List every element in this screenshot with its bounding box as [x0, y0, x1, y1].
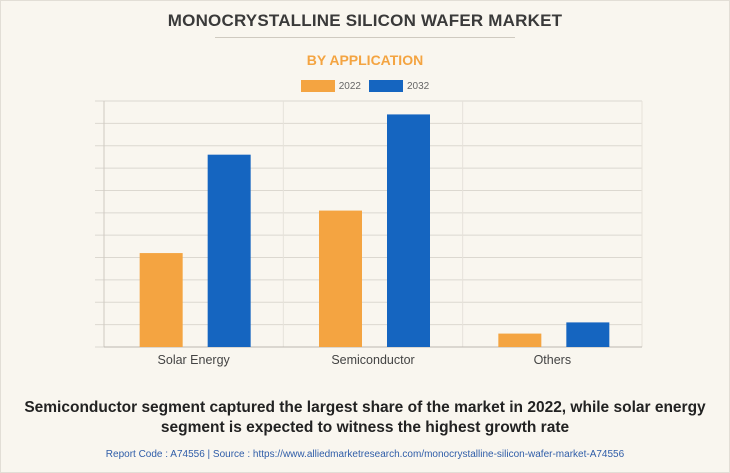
legend-item-2022[interactable]: 2022 [300, 80, 361, 92]
plot-area: Solar Energy Semiconductor Others [95, 100, 643, 367]
bar-semiconductor-2022 [319, 210, 362, 347]
legend-item-2032[interactable]: 2032 [369, 80, 429, 92]
title-divider [215, 37, 515, 38]
chart-title: MONOCRYSTALLINE SILICON WAFER MARKET [167, 11, 563, 30]
legend-label-2022: 2022 [338, 80, 361, 92]
source-footer: Report Code : A74556 | Source : https://… [105, 449, 625, 460]
x-tick-label: Semiconductor [331, 353, 414, 367]
bar-solar-energy-2032 [207, 154, 251, 347]
bar-semiconductor-2032 [387, 114, 430, 347]
legend-swatch-2032 [369, 80, 403, 92]
chart-subtitle: BY APPLICATION [306, 52, 424, 68]
legend-swatch-2022 [300, 80, 335, 92]
legend: 2022 2032 [0, 80, 730, 92]
bar-others-2022 [498, 333, 542, 347]
legend-label-2032: 2032 [407, 80, 430, 92]
bar-solar-energy-2022 [139, 253, 183, 347]
x-tick-label: Solar Energy [158, 353, 231, 367]
x-tick-label: Others [534, 353, 572, 367]
bar-others-2032 [566, 322, 610, 347]
chart-caption: Semiconductor segment captured the large… [24, 399, 706, 436]
